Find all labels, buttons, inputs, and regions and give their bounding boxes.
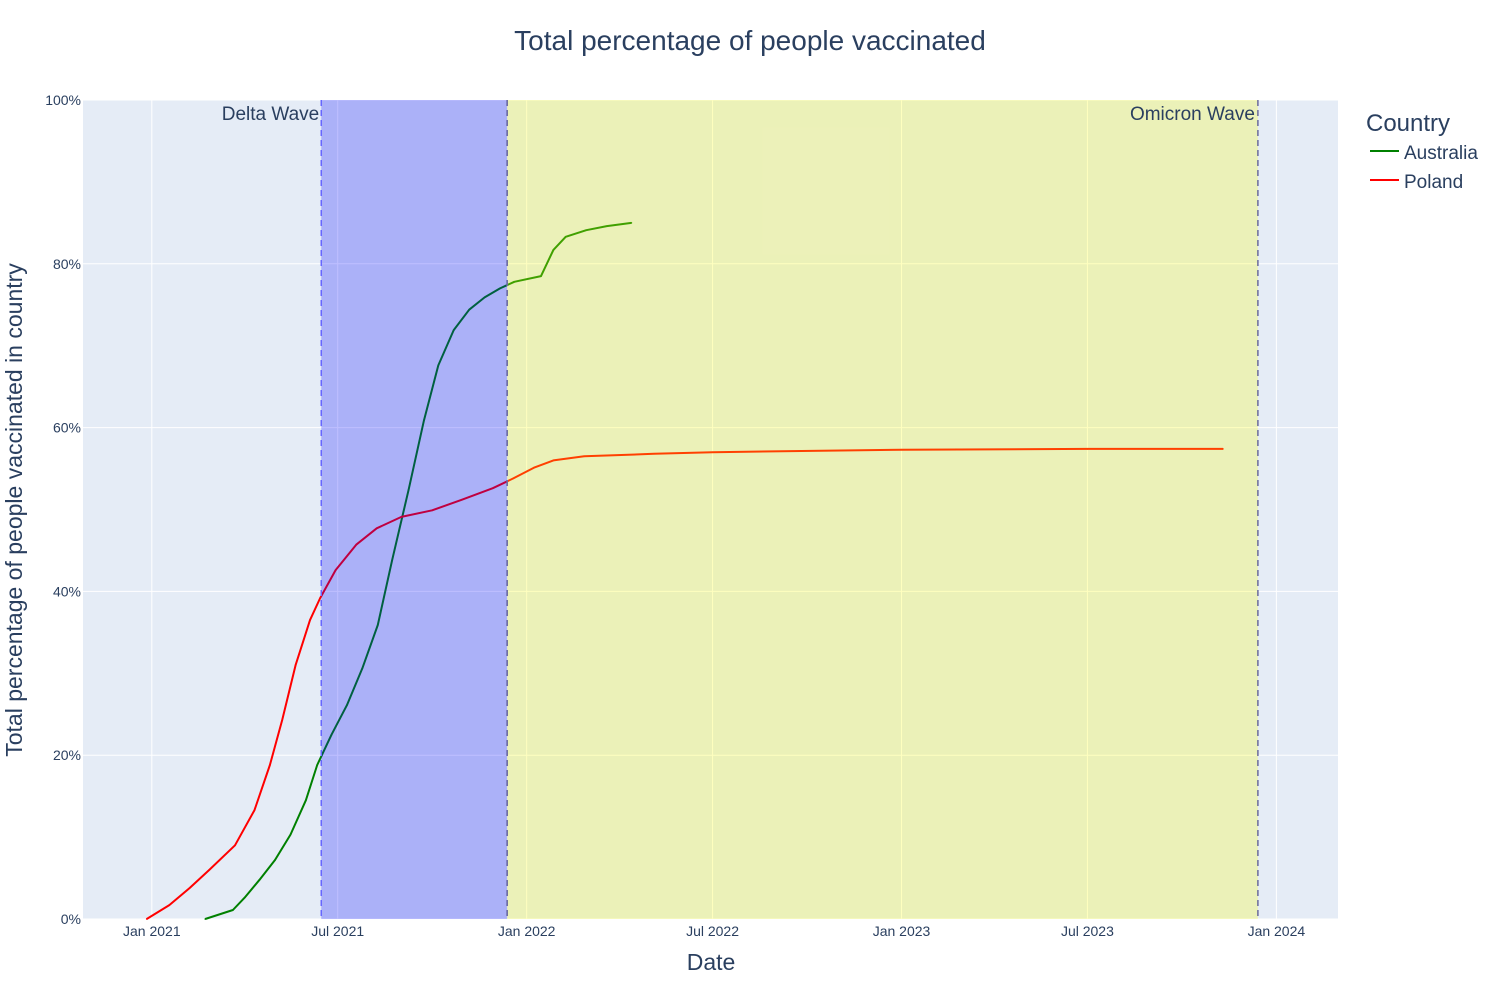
data-point bbox=[309, 619, 311, 621]
wave-region-0 bbox=[321, 100, 508, 919]
y-axis-label: Total percentage of people vaccinated in… bbox=[1, 263, 27, 757]
y-tick-label: 80% bbox=[53, 256, 81, 272]
data-point bbox=[400, 516, 403, 518]
data-point bbox=[253, 809, 256, 811]
data-point bbox=[274, 859, 276, 861]
x-tick-label: Jan 2024 bbox=[1248, 923, 1306, 939]
data-point bbox=[244, 896, 247, 898]
data-point bbox=[1222, 448, 1224, 450]
data-point bbox=[583, 455, 585, 458]
data-point bbox=[431, 509, 433, 512]
data-point bbox=[316, 764, 318, 766]
data-point bbox=[540, 275, 542, 277]
data-point bbox=[319, 597, 322, 599]
chart-title: Total percentage of people vaccinated bbox=[514, 25, 986, 56]
y-tick-label: 0% bbox=[61, 911, 81, 927]
data-point bbox=[564, 235, 567, 238]
plot-area bbox=[83, 100, 1338, 919]
data-point bbox=[1086, 448, 1089, 450]
x-tick-label: Jul 2021 bbox=[311, 923, 364, 939]
data-point bbox=[232, 909, 234, 911]
data-point bbox=[334, 569, 337, 571]
data-point bbox=[168, 904, 171, 906]
data-point bbox=[437, 364, 440, 367]
wave-label: Omicron Wave bbox=[1130, 104, 1255, 125]
data-point bbox=[552, 459, 555, 462]
data-point bbox=[461, 498, 463, 501]
data-point bbox=[258, 878, 261, 881]
data-point bbox=[585, 229, 588, 232]
data-point bbox=[204, 918, 207, 920]
data-point bbox=[375, 527, 378, 530]
data-point bbox=[513, 281, 516, 283]
wave-label: Delta Wave bbox=[222, 104, 320, 125]
x-axis-label: Date bbox=[687, 949, 736, 975]
data-point bbox=[552, 249, 555, 251]
data-point bbox=[407, 489, 410, 491]
data-point bbox=[499, 287, 501, 290]
data-point bbox=[294, 664, 297, 666]
data-point bbox=[653, 453, 655, 455]
y-tick-label: 60% bbox=[53, 420, 81, 436]
data-point bbox=[391, 559, 393, 562]
data-point bbox=[491, 487, 494, 490]
y-tick-label: 100% bbox=[45, 92, 81, 108]
data-point bbox=[605, 225, 608, 227]
data-point bbox=[468, 308, 470, 311]
legend-label: Poland bbox=[1404, 172, 1463, 193]
x-tick-label: Jul 2023 bbox=[1061, 923, 1114, 939]
data-point bbox=[234, 844, 236, 847]
data-point bbox=[208, 869, 211, 871]
data-point bbox=[423, 419, 425, 422]
legend-label: Australia bbox=[1404, 143, 1478, 164]
x-tick-label: Jan 2021 bbox=[123, 923, 181, 939]
x-tick-label: Jul 2022 bbox=[686, 923, 739, 939]
x-tick-label: Jan 2022 bbox=[498, 923, 556, 939]
data-point bbox=[281, 719, 284, 721]
wave-region-1 bbox=[507, 100, 1258, 919]
data-point bbox=[305, 799, 307, 802]
data-point bbox=[376, 624, 379, 626]
data-point bbox=[512, 477, 515, 480]
x-tick-label: Jan 2023 bbox=[873, 923, 931, 939]
data-point bbox=[189, 887, 191, 889]
legend-item-australia[interactable]: Australia bbox=[1370, 143, 1478, 164]
legend-item-poland[interactable]: Poland bbox=[1370, 172, 1463, 193]
data-point bbox=[483, 296, 486, 299]
legend-title: Country bbox=[1366, 110, 1450, 137]
data-point bbox=[452, 329, 455, 331]
data-point bbox=[289, 833, 292, 836]
data-point bbox=[711, 451, 714, 453]
y-tick-label: 40% bbox=[53, 583, 81, 599]
data-point bbox=[361, 667, 364, 670]
data-point bbox=[145, 918, 148, 920]
data-point bbox=[355, 543, 357, 546]
data-point bbox=[900, 448, 903, 451]
y-tick-label: 20% bbox=[53, 747, 81, 763]
data-point bbox=[630, 222, 633, 224]
data-point bbox=[533, 466, 535, 469]
data-point bbox=[269, 764, 271, 766]
data-point bbox=[330, 733, 333, 736]
legend: Country Australia Poland bbox=[1366, 110, 1478, 193]
data-point bbox=[346, 704, 348, 707]
